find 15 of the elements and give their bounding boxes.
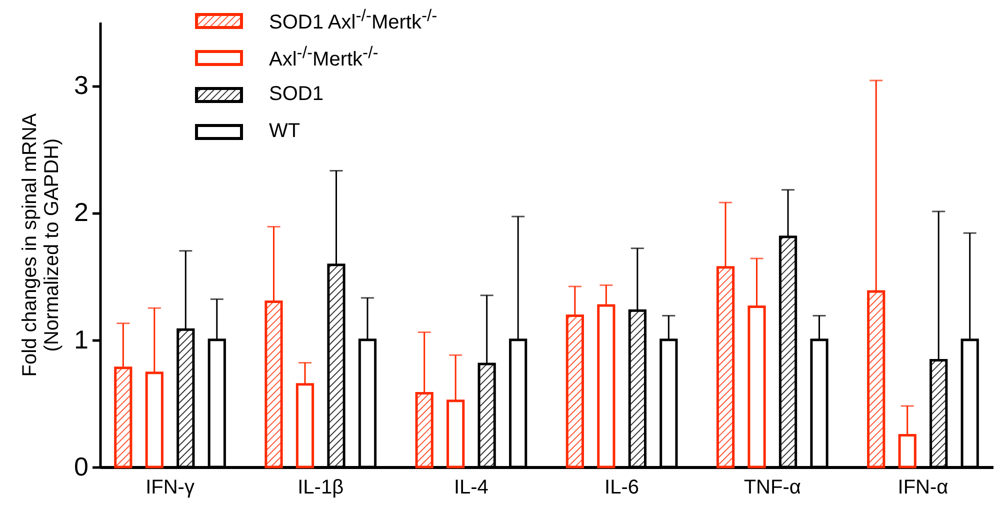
y-tick-label: 1 <box>74 324 88 354</box>
y-tick-label: 3 <box>74 70 88 100</box>
x-tick-label: IL-1β <box>298 476 344 498</box>
y-tick-label: 2 <box>74 197 88 228</box>
x-tick-label: TNF-α <box>744 476 801 498</box>
x-tick-label: IFN-α <box>898 476 948 498</box>
legend-label: SOD1 <box>269 83 324 106</box>
y-axis-title: Fold changes in spinal mRNA (Normalized to GAPDH) <box>19 112 64 377</box>
legend-label: WT <box>269 120 300 143</box>
legend-label: Axl$^{-/-}$Mertk$^{-/-}$ <box>269 43 378 72</box>
x-tick-label: IL-6 <box>604 476 640 498</box>
x-tick-label: IL-4 <box>454 476 488 498</box>
x-tick-label: IFN-γ <box>146 476 194 498</box>
legend-label: SOD1 Axl$^{-/-}$Mertk$^{-/-}$ <box>269 6 438 35</box>
y-tick-label: 0 <box>74 452 88 482</box>
